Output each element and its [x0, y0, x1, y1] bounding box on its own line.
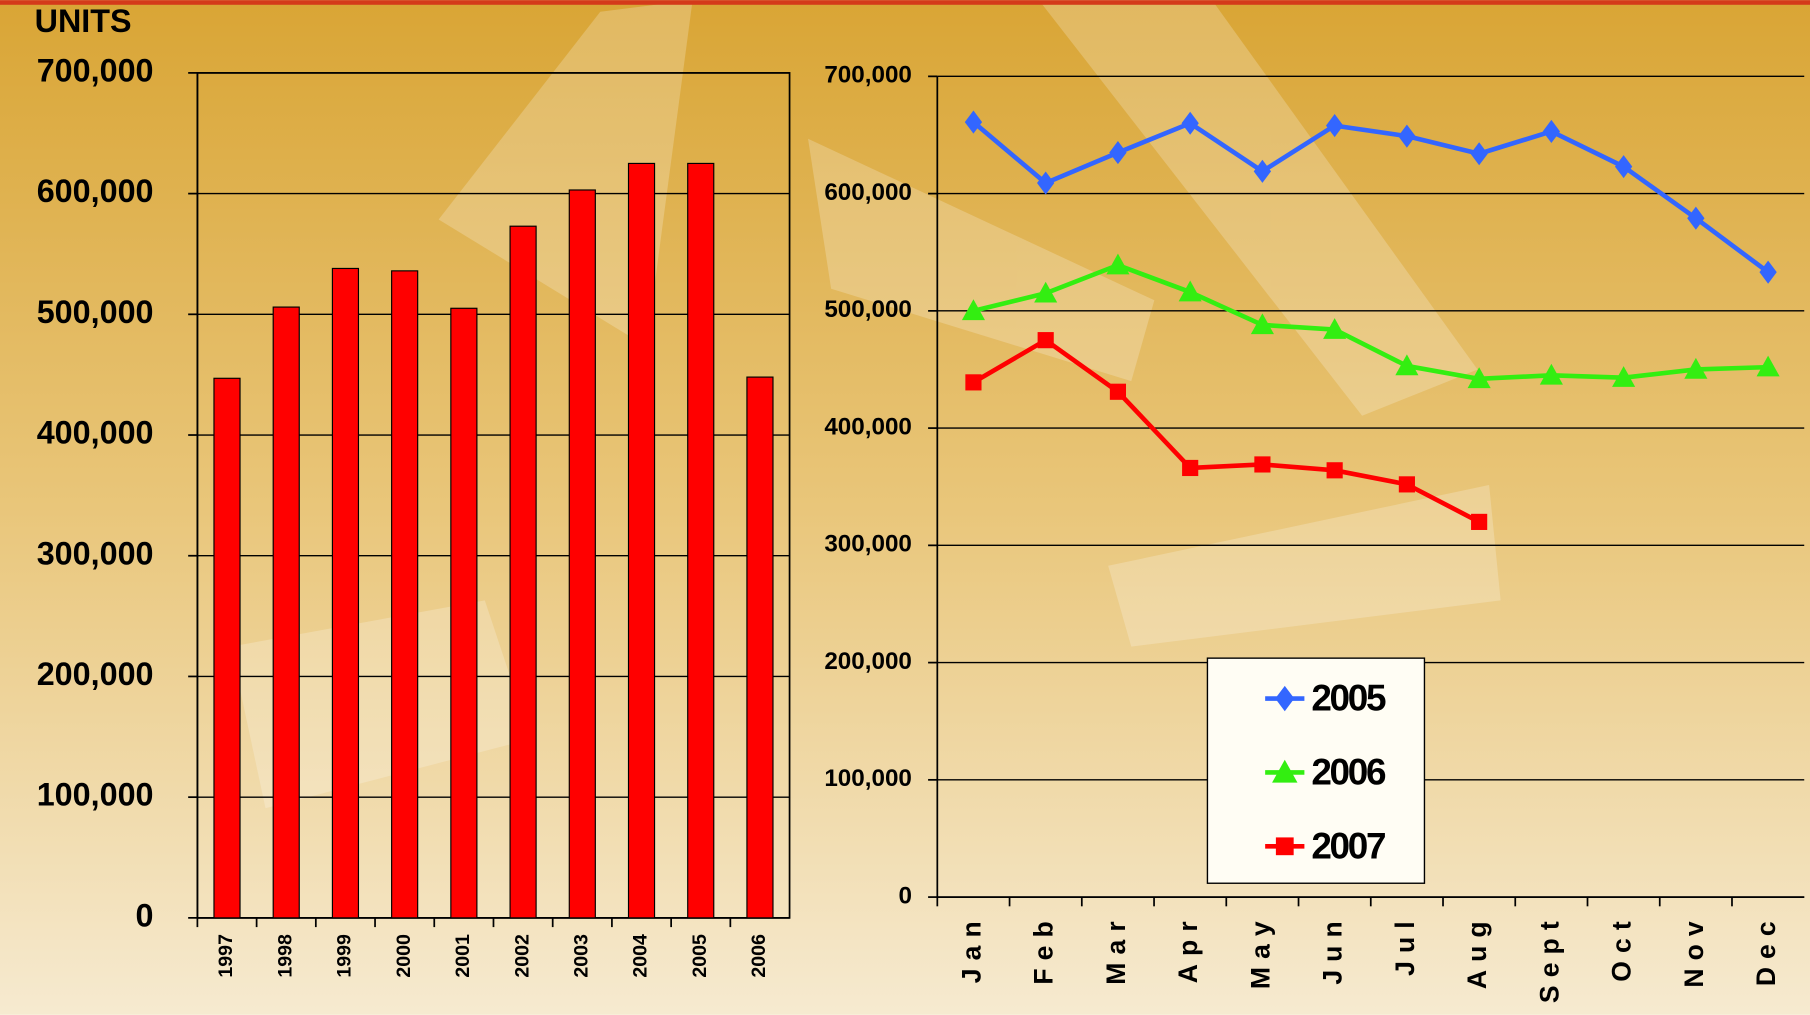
x-tick-label: 2002 [511, 934, 533, 978]
y-tick-label: 200,000 [824, 648, 912, 675]
x-tick-label: 2005 [689, 934, 711, 978]
x-tick-label: Jan [956, 913, 986, 983]
marker [1399, 476, 1415, 492]
y-tick-label: 300,000 [37, 535, 154, 571]
y-tick-label: 600,000 [824, 179, 912, 206]
x-tick-label: 1997 [215, 934, 237, 978]
y-tick-label: 400,000 [824, 414, 912, 441]
y-tick-label: 400,000 [37, 415, 154, 451]
marker [1110, 384, 1126, 400]
marker [1327, 462, 1343, 478]
bar [214, 378, 240, 918]
y-tick-label: 300,000 [824, 531, 912, 558]
bar [688, 163, 714, 917]
marker [1471, 514, 1487, 530]
y-tick-label: 0 [898, 882, 911, 909]
y-tick-label: 700,000 [37, 52, 154, 88]
x-tick-label: Jul [1390, 913, 1420, 976]
chart: UNITS 0 100,000 200,000 300,000 400,000 500,0… [0, 0, 1810, 1015]
x-tick-label: 2006 [748, 934, 770, 978]
background [0, 0, 1810, 1015]
y-tick-label: 100,000 [824, 765, 912, 792]
y-tick-label: 200,000 [37, 656, 154, 692]
bar [273, 307, 299, 918]
x-tick-label: Nov [1679, 913, 1709, 987]
y-tick-label: 500,000 [37, 294, 154, 330]
bar [569, 190, 595, 918]
y-tick-label: 700,000 [824, 62, 912, 89]
legend-marker [1276, 837, 1294, 855]
marker [1254, 456, 1270, 472]
marker [965, 374, 981, 390]
x-tick-label: Oct [1607, 913, 1637, 981]
x-tick-label: 1998 [274, 934, 296, 978]
x-tick-label: Sept [1534, 913, 1564, 1003]
marker [1182, 460, 1198, 476]
y-axis-label: UNITS [35, 3, 132, 39]
legend-label: 2006 [1311, 751, 1386, 792]
marker [1038, 332, 1054, 348]
x-tick-label: Dec [1751, 913, 1781, 986]
bar [747, 377, 773, 918]
bar [628, 163, 654, 917]
y-tick-label: 500,000 [824, 296, 912, 323]
x-tick-label: 2001 [452, 934, 474, 978]
x-tick-label: 2004 [630, 934, 652, 978]
x-tick-label: 1999 [334, 934, 356, 978]
x-tick-label: Feb [1029, 913, 1059, 984]
x-tick-label: Jun [1318, 913, 1348, 984]
x-tick-label: Apr [1173, 913, 1203, 983]
y-tick-label: 100,000 [37, 777, 154, 813]
legend-label: 2007 [1311, 825, 1385, 866]
x-tick-label: Mar [1101, 913, 1131, 984]
page: {"chart_data": [ {"type": "bar", "y_labe… [0, 0, 1810, 1015]
top-rule [0, 0, 1810, 5]
bar [332, 268, 358, 917]
legend-label: 2005 [1311, 678, 1386, 719]
x-tick-label: Aug [1462, 913, 1492, 989]
x-tick-label: May [1245, 913, 1275, 989]
x-tick-label: 2000 [393, 934, 415, 978]
x-tick-label: 2003 [570, 934, 592, 978]
bar [451, 308, 477, 918]
y-tick-label: 0 [136, 897, 154, 933]
y-tick-label: 600,000 [37, 173, 154, 209]
bar [510, 226, 536, 918]
bar [392, 271, 418, 918]
